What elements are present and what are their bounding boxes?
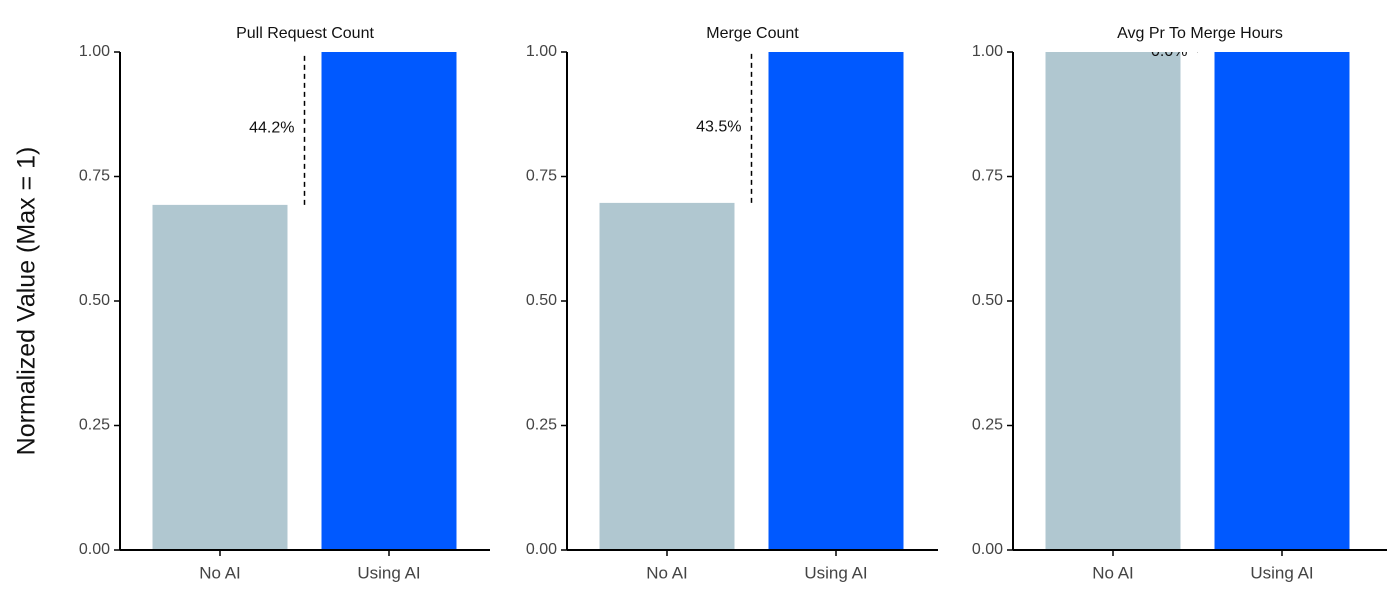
annotation-group: 44.2%	[249, 52, 306, 205]
panel-title: Pull Request Count	[236, 25, 374, 42]
y-tick-label: 0.25	[79, 417, 110, 434]
y-tick-label: 0.50	[79, 292, 110, 309]
x-tick-label: Using AI	[357, 563, 420, 582]
annotation: 43.5%	[696, 119, 741, 136]
x-tick-label: No AI	[199, 563, 241, 582]
y-tick-label: 0.00	[526, 541, 557, 558]
y-tick-label: 0.75	[79, 168, 110, 185]
bar	[599, 202, 735, 551]
y-tick-label: 0.50	[972, 292, 1003, 309]
bar	[152, 204, 288, 551]
y-tick-label: 0.75	[526, 168, 557, 185]
y-tick-label: 0.00	[79, 541, 110, 558]
y-axis-label: Normalized Value (Max = 1)	[13, 147, 41, 456]
annotation: 44.2%	[249, 120, 294, 137]
panel-title: Avg Pr To Merge Hours	[1117, 25, 1283, 42]
y-tick-label: 0.25	[972, 417, 1003, 434]
bar	[768, 52, 904, 550]
y-tick-label: 0.25	[526, 417, 557, 434]
y-tick-label: 0.00	[972, 541, 1003, 558]
annotation: 0.0%	[1151, 43, 1187, 60]
y-tick-label: 0.75	[972, 168, 1003, 185]
x-tick-label: Using AI	[804, 563, 867, 582]
y-tick-label: 0.50	[526, 292, 557, 309]
y-tick-label: 1.00	[526, 43, 557, 60]
panel-title: Merge Count	[706, 25, 799, 42]
bar	[1045, 52, 1181, 550]
y-tick-label: 1.00	[79, 43, 110, 60]
x-tick-label: Using AI	[1250, 563, 1313, 582]
y-tick-label: 1.00	[972, 43, 1003, 60]
x-tick-label: No AI	[646, 563, 688, 582]
annotation-group: 0.0%	[1151, 43, 1187, 60]
x-tick-label: No AI	[1092, 563, 1134, 582]
bar	[1214, 52, 1350, 550]
annotation-group: 43.5%	[696, 52, 753, 203]
bar	[321, 52, 457, 550]
